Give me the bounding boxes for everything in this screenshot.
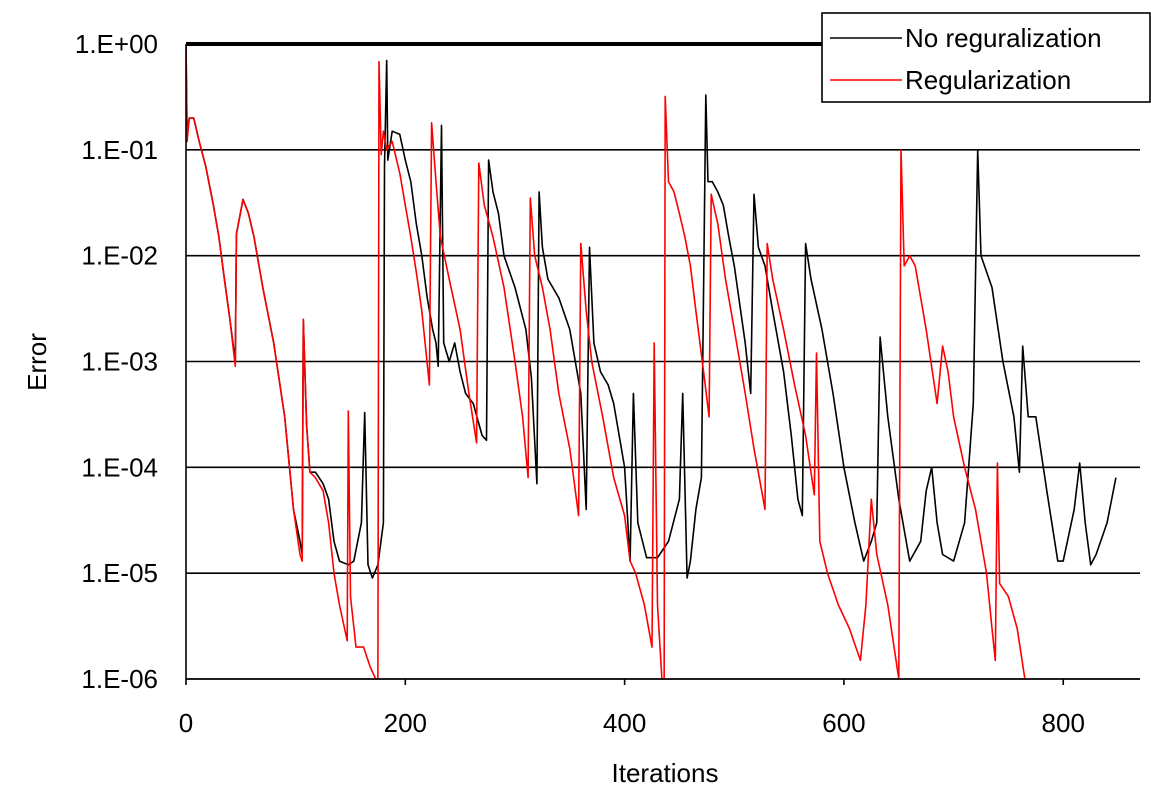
y-tick-label: 1.E-06 <box>81 664 158 694</box>
y-axis-label: Error <box>22 333 52 391</box>
y-tick-label: 1.E-04 <box>81 452 158 482</box>
x-tick-label: 800 <box>1042 708 1085 738</box>
y-tick-label: 1.E-05 <box>81 558 158 588</box>
x-tick-label: 200 <box>384 708 427 738</box>
x-tick-labels: 0 200 400 600 800 <box>179 708 1085 738</box>
legend: No reguralization Regularization <box>821 12 1151 103</box>
series-line-regularization <box>186 44 1026 679</box>
y-tick-labels: 1.E+00 1.E-01 1.E-02 1.E-03 1.E-04 1.E-05 1.E-… <box>75 29 158 694</box>
y-tick-label: 1.E-03 <box>81 347 158 377</box>
legend-box <box>821 12 1151 103</box>
legend-label: Regularization <box>905 65 1071 95</box>
legend-label: No reguralization <box>905 23 1102 53</box>
x-tick-label: 400 <box>603 708 646 738</box>
y-tick-label: 1.E-01 <box>81 135 158 165</box>
series-line-no-regularization <box>186 44 1117 579</box>
x-tick-label: 600 <box>822 708 865 738</box>
axes <box>185 44 1140 685</box>
x-axis-label: Iterations <box>612 758 719 788</box>
y-tick-label: 1.E-02 <box>81 241 158 271</box>
series-lines <box>186 44 1117 679</box>
x-tick-label: 0 <box>179 708 193 738</box>
y-tick-label: 1.E+00 <box>75 29 158 59</box>
